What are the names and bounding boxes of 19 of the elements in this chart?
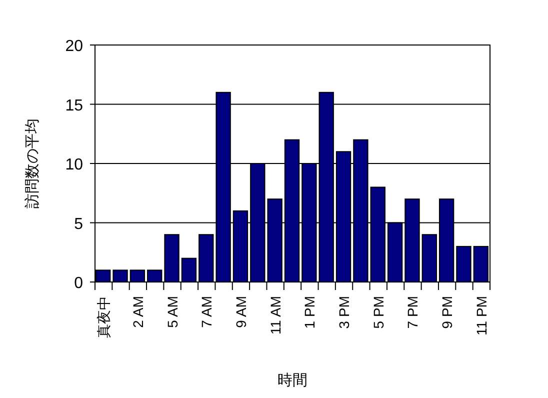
x-tick-label: 9 AM	[232, 296, 249, 328]
x-axis-title: 時間	[278, 372, 308, 389]
x-tick-label: 3 PM	[336, 296, 352, 329]
x-tick-label: 11 AM	[267, 296, 284, 335]
y-tick-label: 0	[74, 275, 84, 292]
y-tick-label: 15	[65, 97, 84, 114]
x-tick-label: 5 PM	[370, 296, 386, 329]
x-tick-label: 1 PM	[302, 296, 318, 329]
x-tick-label: 9 PM	[439, 296, 456, 329]
y-axis-title: 訪問数の平均	[24, 118, 41, 208]
x-tick-label: 5 AM	[164, 296, 180, 328]
x-tick-label: 11 PM	[473, 296, 490, 336]
y-tick-label: 20	[65, 38, 84, 55]
y-tick-label: 5	[74, 216, 84, 233]
x-tick-label: 真夜中	[96, 296, 112, 338]
x-tick-label: 7 AM	[198, 296, 215, 328]
x-tick-label: 7 PM	[404, 296, 421, 329]
y-tick-label: 10	[65, 156, 84, 174]
x-tick-label: 2 AM	[130, 296, 146, 328]
